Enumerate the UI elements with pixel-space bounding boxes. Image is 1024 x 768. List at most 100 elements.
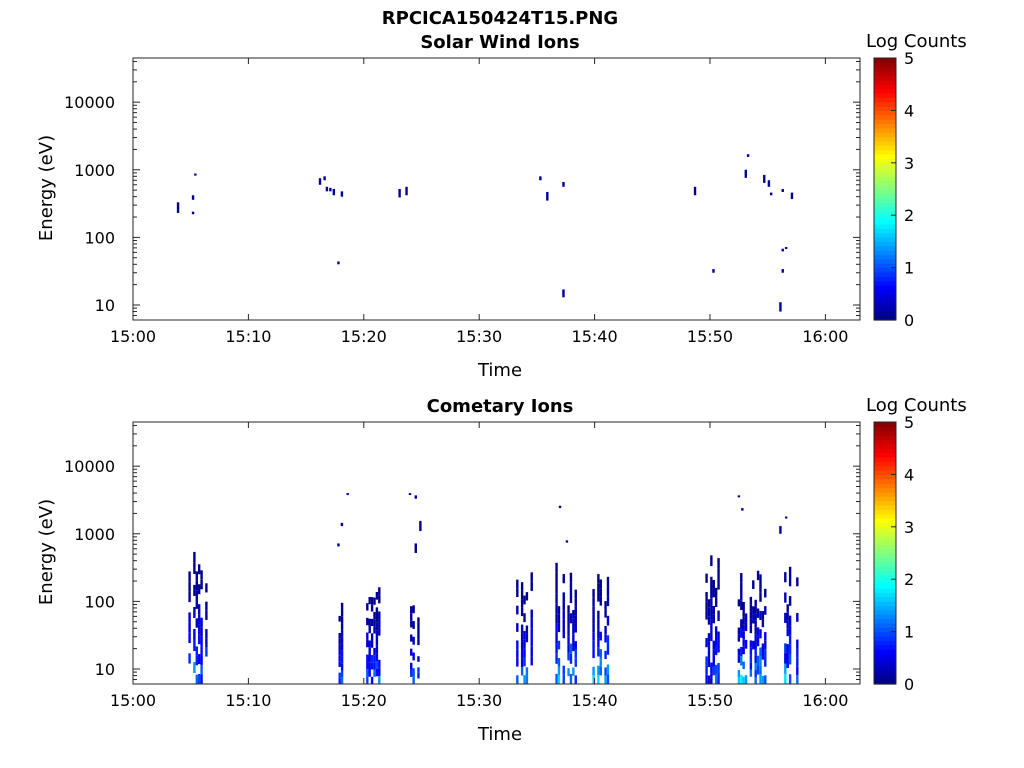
heatmap-cell bbox=[525, 592, 529, 601]
colorbar-segment bbox=[874, 587, 896, 593]
colorbar-segment bbox=[874, 491, 896, 497]
heatmap-cell bbox=[366, 676, 369, 684]
heatmap-cell bbox=[530, 656, 533, 666]
heatmap-cell bbox=[784, 247, 788, 250]
heatmap-cell bbox=[520, 624, 524, 634]
heatmap-cell bbox=[375, 653, 379, 661]
heatmap-cell bbox=[191, 211, 195, 215]
heatmap-cell bbox=[373, 619, 376, 627]
heatmap-cell bbox=[562, 674, 565, 684]
colorbar-segment bbox=[874, 596, 896, 602]
colorbar-segment bbox=[874, 154, 896, 160]
heatmap-cell bbox=[710, 619, 713, 631]
heatmap-cell bbox=[318, 178, 322, 185]
heatmap-cell bbox=[567, 668, 570, 677]
heatmap-cell bbox=[597, 674, 600, 684]
heatmap-cell bbox=[796, 675, 799, 684]
colorbar-segment bbox=[874, 474, 896, 480]
heatmap-cell bbox=[414, 495, 417, 499]
heatmap-cell bbox=[410, 669, 413, 677]
heatmap-cell bbox=[516, 605, 519, 615]
heatmap-cell bbox=[754, 655, 757, 663]
heatmap-cell bbox=[337, 543, 340, 547]
colorbar-segment bbox=[874, 622, 896, 628]
heatmap-cell bbox=[604, 675, 607, 684]
heatmap-cell bbox=[759, 583, 762, 593]
heatmap-cell bbox=[572, 618, 575, 627]
heatmap-cell bbox=[569, 582, 573, 593]
heatmap-cell bbox=[710, 598, 713, 609]
colorbar-segment bbox=[874, 219, 896, 225]
colorbar-label: Log Counts bbox=[866, 395, 967, 416]
heatmap-cell bbox=[754, 620, 757, 628]
heatmap-cell bbox=[370, 597, 374, 605]
colorbar-tick-label: 3 bbox=[904, 154, 914, 173]
heatmap-cell bbox=[378, 667, 381, 676]
colorbar-tick-label: 2 bbox=[904, 206, 914, 225]
heatmap-cell bbox=[205, 638, 208, 648]
heatmap-cell bbox=[193, 628, 196, 640]
heatmap-cell bbox=[205, 583, 208, 593]
heatmap-cell bbox=[705, 601, 708, 611]
heatmap-cell bbox=[370, 604, 374, 612]
x-tick-label: 15:00 bbox=[110, 691, 156, 710]
heatmap-cell bbox=[188, 632, 191, 644]
heatmap-cell bbox=[761, 643, 765, 652]
heatmap-cell bbox=[592, 640, 595, 650]
heatmap-cell bbox=[784, 516, 788, 519]
heatmap-cell bbox=[754, 599, 757, 607]
colorbar-segment bbox=[874, 435, 896, 441]
heatmap-cell bbox=[707, 599, 711, 608]
panel-title: Cometary Ions bbox=[427, 396, 574, 417]
heatmap-cell bbox=[338, 615, 341, 622]
heatmap-cell bbox=[714, 635, 718, 646]
heatmap-cell bbox=[366, 639, 369, 648]
heatmap-cell bbox=[414, 543, 417, 553]
heatmap-cell bbox=[779, 526, 782, 534]
colorbar-segment bbox=[874, 535, 896, 541]
heatmap-cell bbox=[710, 608, 713, 620]
heatmap-cell bbox=[741, 508, 744, 511]
heatmap-cell bbox=[370, 662, 374, 670]
heatmap-cell bbox=[761, 619, 765, 628]
heatmap-cell bbox=[572, 634, 575, 643]
heatmap-cell bbox=[756, 608, 760, 618]
heatmap-cell bbox=[412, 676, 415, 684]
heatmap-cell bbox=[523, 630, 526, 640]
heatmap-cell bbox=[562, 289, 565, 298]
heatmap-cell bbox=[574, 649, 577, 659]
heatmap-cell bbox=[378, 611, 381, 620]
y-axis-label: Energy (eV) bbox=[36, 499, 57, 605]
heatmap-cell bbox=[200, 579, 203, 590]
heatmap-cell bbox=[520, 599, 524, 608]
heatmap-cell bbox=[555, 603, 558, 614]
colorbar-segment bbox=[874, 666, 896, 672]
heatmap-cell bbox=[329, 187, 332, 192]
heatmap-cell bbox=[597, 592, 600, 602]
heatmap-cell bbox=[562, 629, 565, 639]
colorbar-frame bbox=[873, 57, 897, 321]
heatmap-cell bbox=[557, 666, 561, 676]
heatmap-cell bbox=[188, 622, 191, 633]
heatmap-cell bbox=[604, 650, 607, 660]
heatmap-cell bbox=[796, 648, 799, 658]
y-tick-label: 10000 bbox=[64, 93, 115, 112]
heatmap-cell bbox=[375, 660, 379, 669]
heatmap-cell bbox=[784, 592, 787, 603]
heatmap-cell bbox=[378, 619, 381, 628]
heatmap-cell bbox=[340, 609, 344, 617]
heatmap-cell bbox=[346, 493, 349, 496]
colorbar-segment bbox=[874, 241, 896, 247]
heatmap-cell bbox=[752, 614, 755, 624]
heatmap-cell bbox=[200, 570, 203, 580]
heatmap-cell bbox=[759, 665, 762, 675]
heatmap-cell bbox=[197, 604, 201, 615]
colorbar-segment bbox=[874, 136, 896, 142]
heatmap-cell bbox=[572, 642, 575, 652]
colorbar-segment bbox=[874, 215, 896, 221]
heatmap-cell bbox=[572, 626, 575, 635]
heatmap-cell bbox=[197, 564, 201, 575]
heatmap-cell bbox=[195, 580, 198, 591]
heatmap-cell bbox=[705, 638, 708, 648]
